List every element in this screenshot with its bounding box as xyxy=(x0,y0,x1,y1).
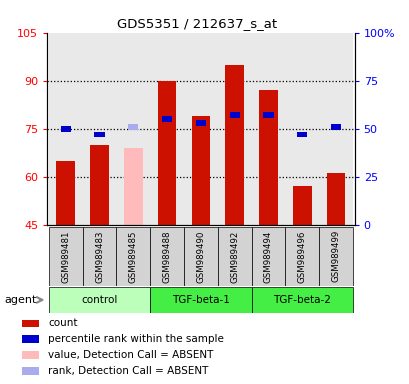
Bar xyxy=(225,65,243,225)
Bar xyxy=(285,33,318,225)
Bar xyxy=(251,227,285,286)
Bar xyxy=(162,116,172,122)
Bar xyxy=(191,116,210,225)
Bar xyxy=(184,33,217,225)
Bar xyxy=(22,319,39,327)
Bar xyxy=(318,227,352,286)
Bar xyxy=(258,90,277,225)
Text: TGF-beta-1: TGF-beta-1 xyxy=(171,295,229,305)
Bar xyxy=(22,336,39,343)
Bar xyxy=(150,287,251,313)
Bar xyxy=(318,33,352,225)
Bar xyxy=(196,120,205,126)
Text: GSM989488: GSM989488 xyxy=(162,230,171,283)
Text: rank, Detection Call = ABSENT: rank, Detection Call = ABSENT xyxy=(48,366,208,376)
Text: GSM989494: GSM989494 xyxy=(263,230,272,283)
Text: GSM989499: GSM989499 xyxy=(331,230,340,283)
Bar xyxy=(285,227,318,286)
Text: GDS5351 / 212637_s_at: GDS5351 / 212637_s_at xyxy=(117,17,276,30)
Text: GSM989483: GSM989483 xyxy=(95,230,104,283)
Bar xyxy=(116,227,150,286)
Text: count: count xyxy=(48,318,78,328)
Bar xyxy=(128,124,138,130)
Bar xyxy=(94,132,104,137)
Bar xyxy=(116,33,150,225)
Text: GSM989490: GSM989490 xyxy=(196,230,205,283)
Text: value, Detection Call = ABSENT: value, Detection Call = ABSENT xyxy=(48,350,213,360)
Bar xyxy=(90,145,108,225)
Text: GSM989481: GSM989481 xyxy=(61,230,70,283)
Bar xyxy=(22,367,39,375)
Bar xyxy=(56,161,75,225)
Text: control: control xyxy=(81,295,117,305)
Bar xyxy=(49,33,83,225)
Bar xyxy=(217,227,251,286)
Text: GSM989485: GSM989485 xyxy=(128,230,137,283)
Text: GSM989496: GSM989496 xyxy=(297,230,306,283)
Bar xyxy=(184,227,217,286)
Bar xyxy=(251,33,285,225)
Bar xyxy=(61,126,71,132)
Bar xyxy=(326,174,344,225)
Bar xyxy=(292,186,311,225)
Bar xyxy=(22,351,39,359)
Bar xyxy=(251,287,352,313)
Bar xyxy=(49,287,150,313)
Bar xyxy=(263,113,273,118)
Bar xyxy=(150,33,184,225)
Text: GSM989492: GSM989492 xyxy=(229,230,238,283)
Bar xyxy=(150,227,184,286)
Bar xyxy=(229,113,239,118)
Text: percentile rank within the sample: percentile rank within the sample xyxy=(48,334,224,344)
Bar xyxy=(49,227,83,286)
Bar xyxy=(297,132,307,137)
Text: TGF-beta-2: TGF-beta-2 xyxy=(273,295,330,305)
Bar xyxy=(83,227,116,286)
Bar xyxy=(124,148,142,225)
Bar xyxy=(217,33,251,225)
Bar xyxy=(330,124,340,130)
Bar xyxy=(157,81,176,225)
Text: agent: agent xyxy=(4,295,36,305)
Bar xyxy=(83,33,116,225)
